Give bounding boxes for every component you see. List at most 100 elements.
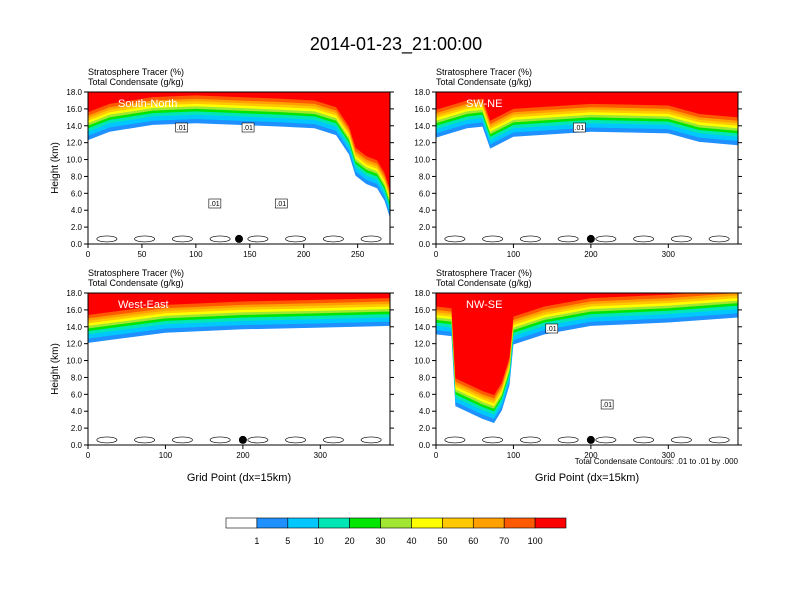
contour-label-box xyxy=(545,323,559,334)
y-tick-label: 8.0 xyxy=(71,172,83,181)
panel-2: Stratosphere Tracer (%)Total Condensate … xyxy=(414,67,742,259)
y-tick-label: 18.0 xyxy=(414,88,430,97)
panel-label: West-East xyxy=(118,299,169,311)
y-tick-label: 4.0 xyxy=(419,407,431,416)
y-axis-label: Height (km) xyxy=(50,142,61,194)
condensate-contours xyxy=(444,235,730,243)
y-tick-label: 14.0 xyxy=(66,323,82,332)
condensate-contour xyxy=(209,235,231,243)
x-tick-label: 200 xyxy=(584,250,598,259)
y-tick-label: 10.0 xyxy=(414,156,430,165)
panel-subtitle-condensate: Total Condensate (g/kg) xyxy=(88,278,184,288)
condensate-contour xyxy=(444,436,466,444)
y-tick-label: 16.0 xyxy=(66,105,82,114)
y-tick-label: 0.0 xyxy=(419,441,431,450)
y-tick-label: 10.0 xyxy=(66,156,82,165)
condensate-contour xyxy=(633,235,655,243)
x-tick-label: 50 xyxy=(137,250,146,259)
x-tick-label: 100 xyxy=(507,250,521,259)
condensate-contour xyxy=(519,436,541,444)
y-tick-label: 4.0 xyxy=(419,206,431,215)
tracer-band-2 xyxy=(88,92,390,214)
x-tick-label: 300 xyxy=(314,451,328,460)
y-tick-label: 2.0 xyxy=(71,424,83,433)
y-tick-label: 12.0 xyxy=(414,340,430,349)
condensate-contour xyxy=(247,235,269,243)
x-tick-label: 200 xyxy=(236,451,250,460)
plot-frame xyxy=(87,292,391,446)
colorbar: 1 5 10 20 30 40 50 60 70 100 xyxy=(225,517,567,546)
condensate-contour xyxy=(595,436,617,444)
condensate-contour xyxy=(557,235,579,243)
condensate-contours xyxy=(96,235,382,243)
y-tick-label: 2.0 xyxy=(419,424,431,433)
location-marker xyxy=(235,234,243,243)
panel-subtitle-tracer: Stratosphere Tracer (%) xyxy=(436,268,532,278)
y-tick-label: 12.0 xyxy=(414,139,430,148)
contour-label-box xyxy=(175,122,188,133)
condensate-contour xyxy=(360,235,382,243)
panel-subtitle-condensate: Total Condensate (g/kg) xyxy=(436,77,532,87)
colorbar-label: 70 xyxy=(499,536,509,546)
panel-subtitle-tracer: Stratosphere Tracer (%) xyxy=(436,67,532,77)
colorbar-label: 10 xyxy=(314,536,324,546)
tracer-band-10 xyxy=(436,293,692,396)
x-tick-label: 300 xyxy=(662,451,676,460)
colorbar-swatch xyxy=(503,517,536,529)
condensate-contour xyxy=(670,235,692,243)
x-axis-label: Grid Point (dx=15km) xyxy=(535,472,639,484)
panel-label: South-North xyxy=(118,98,177,110)
panel-subtitle-tracer: Stratosphere Tracer (%) xyxy=(88,67,184,77)
panel-4: Stratosphere Tracer (%)Total Condensate … xyxy=(414,268,742,484)
y-tick-label: 16.0 xyxy=(414,105,430,114)
x-tick-label: 150 xyxy=(243,250,257,259)
x-axis-label: Grid Point (dx=15km) xyxy=(187,472,291,484)
y-tick-label: 0.0 xyxy=(419,240,431,249)
x-tick-label: 100 xyxy=(189,250,203,259)
colorbar-label: 60 xyxy=(468,536,478,546)
condensate-contour xyxy=(360,436,382,444)
colorbar-swatch xyxy=(534,517,567,529)
y-tick-label: 6.0 xyxy=(71,390,83,399)
colorbar-label: 5 xyxy=(285,536,290,546)
y-tick-label: 8.0 xyxy=(71,373,83,382)
x-tick-label: 0 xyxy=(434,250,439,259)
tracer-band-10 xyxy=(88,92,390,190)
condensate-contour xyxy=(670,436,692,444)
condensate-contours xyxy=(444,436,730,444)
y-tick-label: 16.0 xyxy=(414,306,430,315)
y-tick-label: 10.0 xyxy=(414,357,430,366)
condensate-contour xyxy=(247,436,269,444)
contour-label: .01 xyxy=(602,402,612,409)
colorbar-label: 40 xyxy=(406,536,416,546)
colorbar-label: 20 xyxy=(345,536,355,546)
contour-label: .01 xyxy=(575,125,585,132)
y-tick-label: 0.0 xyxy=(71,240,83,249)
y-tick-label: 6.0 xyxy=(419,390,431,399)
y-tick-label: 10.0 xyxy=(66,357,82,366)
plot-frame xyxy=(87,91,391,245)
x-tick-label: 0 xyxy=(86,451,91,460)
y-tick-label: 14.0 xyxy=(414,323,430,332)
y-tick-label: 6.0 xyxy=(71,189,83,198)
contour-label-box xyxy=(274,198,288,209)
y-tick-label: 8.0 xyxy=(419,373,431,382)
condensate-contour xyxy=(444,235,466,243)
colorbar-swatch xyxy=(256,517,289,529)
y-tick-label: 18.0 xyxy=(66,289,82,298)
condensate-contour xyxy=(519,235,541,243)
colorbar-swatch xyxy=(287,517,320,529)
contour-label: .01 xyxy=(177,125,187,132)
tracer-field xyxy=(88,92,390,218)
y-tick-label: 14.0 xyxy=(66,122,82,131)
x-tick-label: 200 xyxy=(584,451,598,460)
colorbar-label: 30 xyxy=(376,536,386,546)
x-tick-label: 100 xyxy=(507,451,521,460)
x-tick-label: 0 xyxy=(86,250,91,259)
contour-label-box xyxy=(600,399,614,410)
colorbar-label: 50 xyxy=(437,536,447,546)
y-tick-label: 4.0 xyxy=(71,407,83,416)
condensate-contour xyxy=(96,235,118,243)
condensate-contour xyxy=(595,235,617,243)
tracer-band-10 xyxy=(436,92,738,121)
